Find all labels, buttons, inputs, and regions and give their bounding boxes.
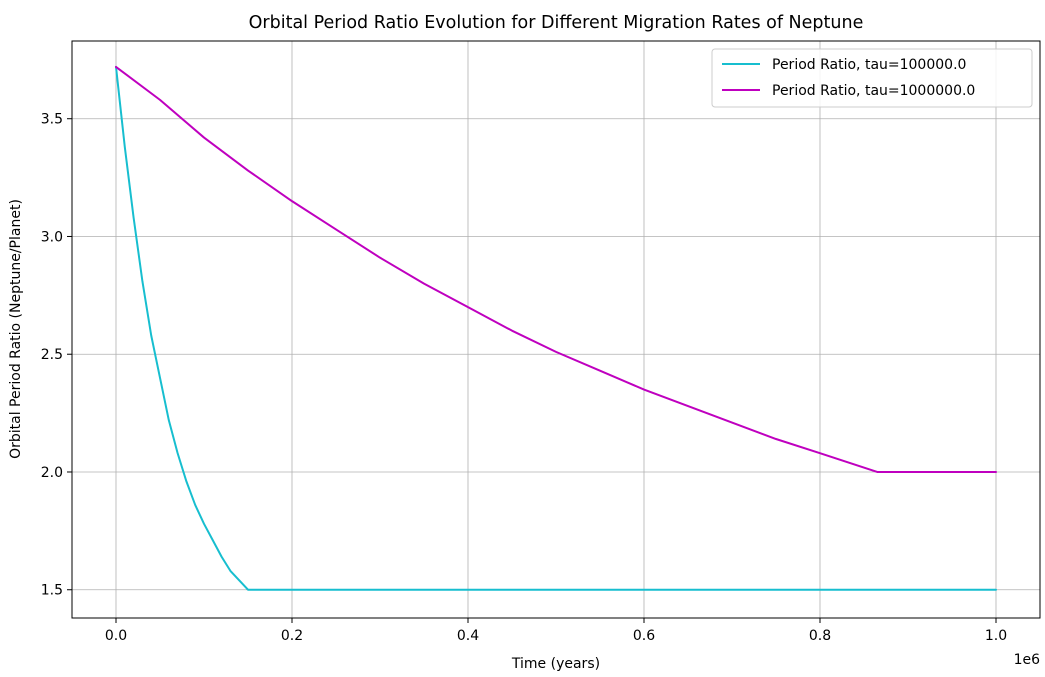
y-axis: 1.5 2.0 2.5 3.0 3.5 xyxy=(41,112,72,599)
y-tick-label: 3.0 xyxy=(41,229,63,245)
x-tick-label: 0.4 xyxy=(457,628,479,644)
x-axis: 0.0 0.2 0.4 0.6 0.8 1.0 xyxy=(105,618,1007,644)
x-axis-label: Time (years) xyxy=(511,656,600,672)
legend-label-tau-1000000: Period Ratio, tau=1000000.0 xyxy=(772,83,975,99)
legend: Period Ratio, tau=100000.0 Period Ratio,… xyxy=(711,48,1033,108)
y-tick-label: 2.0 xyxy=(41,465,63,481)
y-tick-label: 1.5 xyxy=(41,583,63,599)
x-tick-label: 0.8 xyxy=(809,628,831,644)
y-tick-label: 2.5 xyxy=(41,347,63,363)
plot-area-frame xyxy=(71,40,1041,619)
series-line-tau-100000 xyxy=(115,65,997,591)
series-line-tau-1000000 xyxy=(115,65,997,473)
x-tick-label: 0.2 xyxy=(281,628,303,644)
x-tick-label: 1.0 xyxy=(985,628,1007,644)
x-tick-label: 0.6 xyxy=(633,628,655,644)
y-tick-label: 3.5 xyxy=(41,112,63,128)
y-axis-label: Orbital Period Ratio (Neptune/Planet) xyxy=(8,199,24,459)
chart-title: Orbital Period Ratio Evolution for Diffe… xyxy=(249,13,864,33)
x-axis-offset-text: 1e6 xyxy=(1014,652,1041,668)
legend-box xyxy=(711,48,1033,108)
plot-lines xyxy=(115,65,997,591)
legend-label-tau-100000: Period Ratio, tau=100000.0 xyxy=(772,57,966,73)
x-tick-label: 0.0 xyxy=(105,628,127,644)
